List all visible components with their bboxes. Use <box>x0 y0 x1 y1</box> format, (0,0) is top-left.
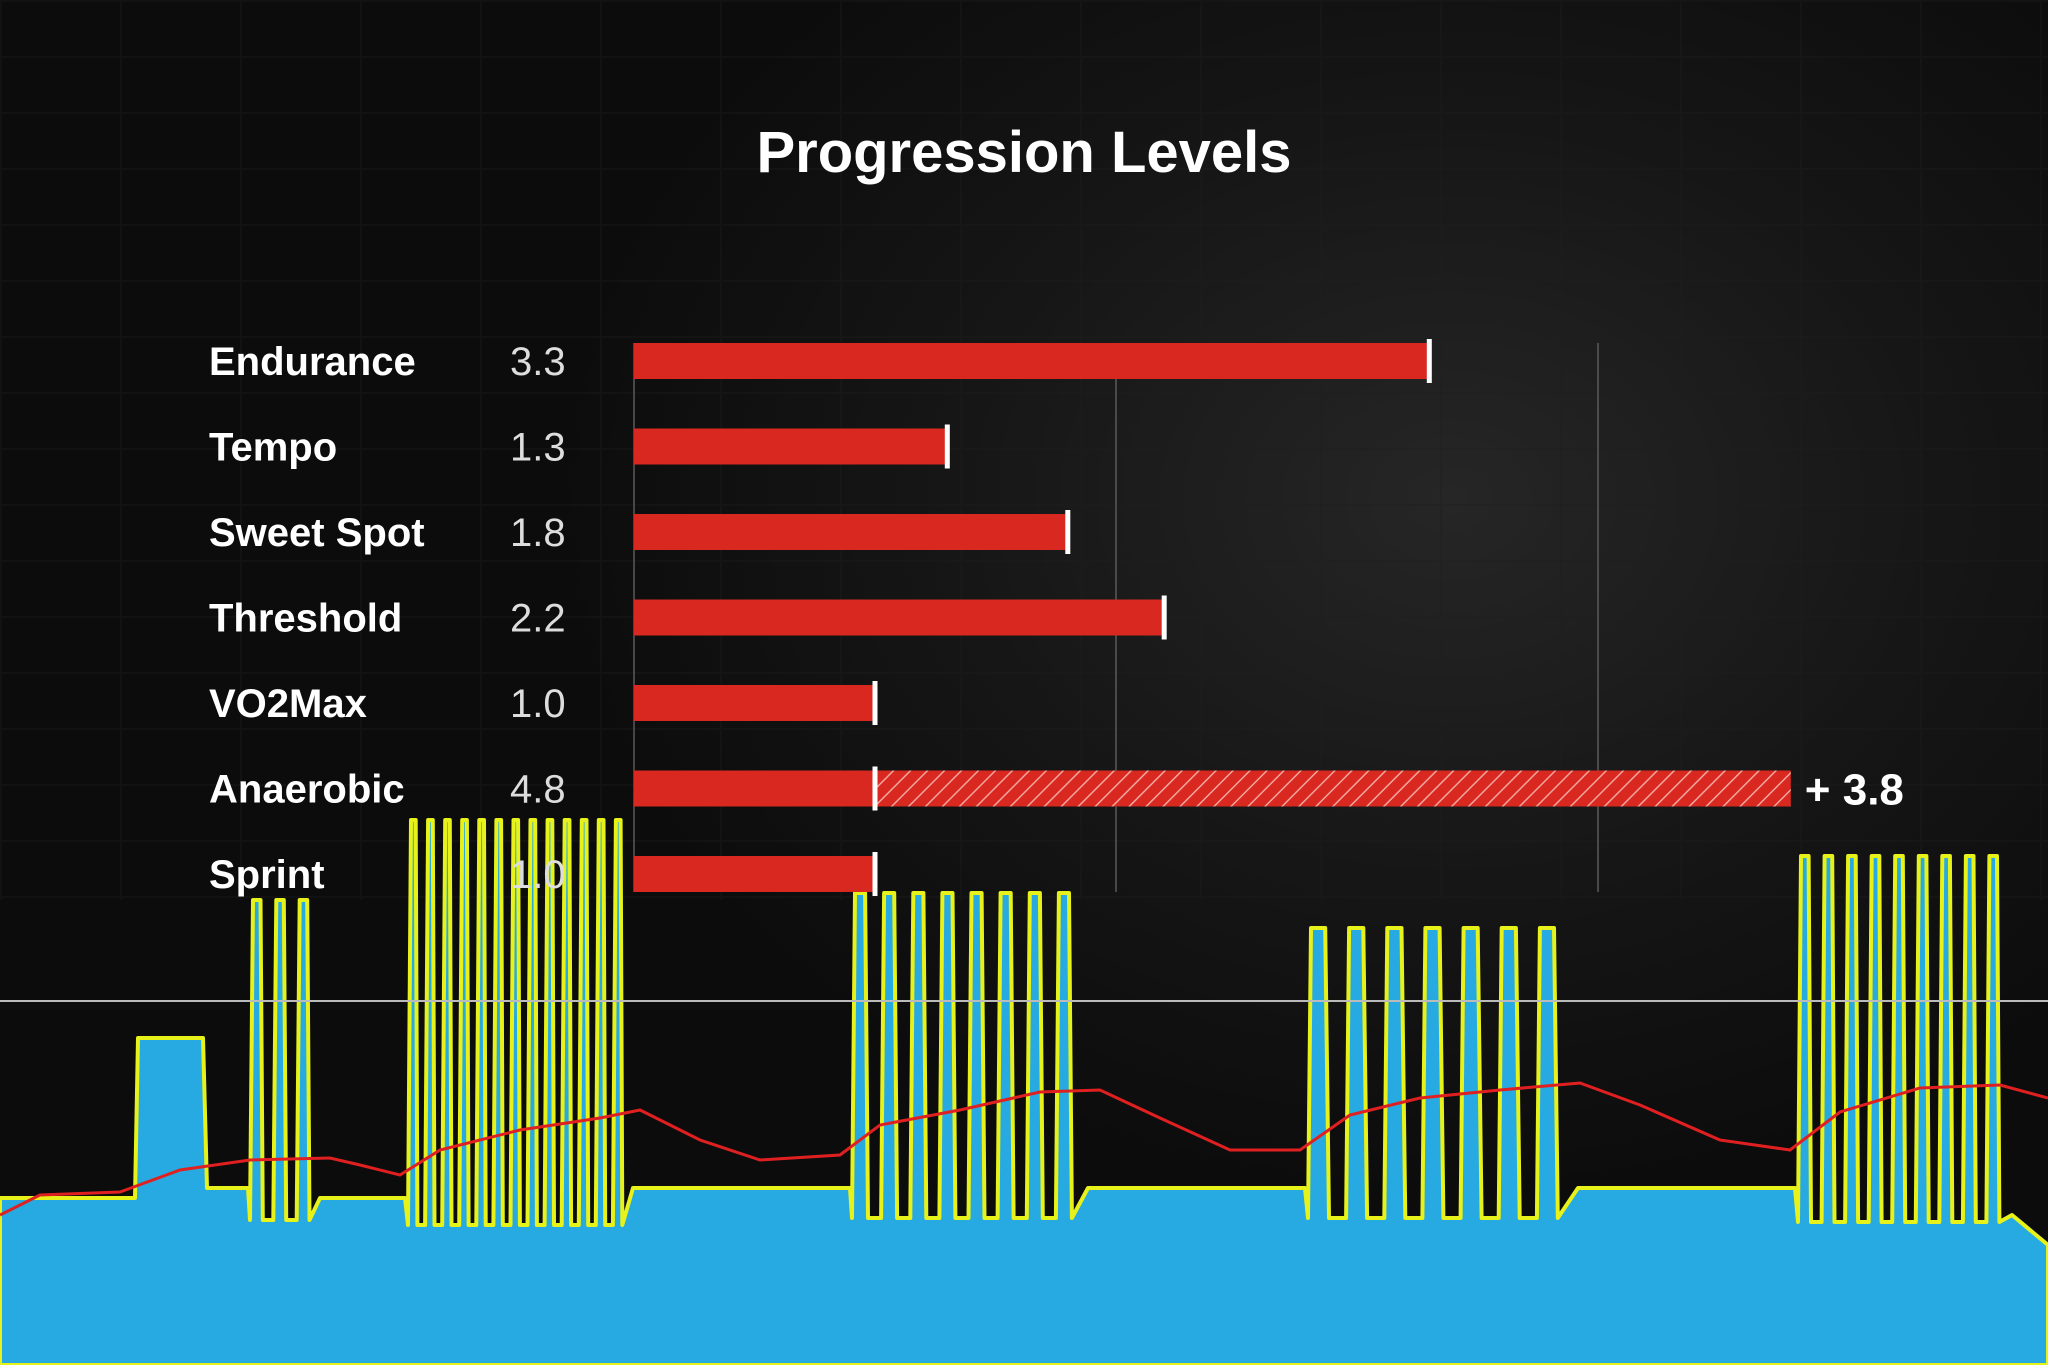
category-label: VO2Max <box>209 682 367 726</box>
category-label: Threshold <box>209 597 402 641</box>
bar-row-vo2max: VO2Max 1.0 <box>209 681 878 726</box>
bar <box>634 770 875 807</box>
bar-increase <box>875 770 1791 807</box>
bar <box>634 428 948 465</box>
chart-title: Progression Levels <box>756 120 1291 185</box>
bar-row-endurance: Endurance 3.3 <box>209 339 1432 384</box>
category-label: Sweet Spot <box>209 511 425 555</box>
value-label: 2.2 <box>510 597 566 641</box>
bar <box>634 599 1165 636</box>
bar <box>634 856 875 892</box>
bar <box>634 514 1068 550</box>
value-label: 3.3 <box>510 340 566 384</box>
value-label: 1.3 <box>510 426 566 470</box>
value-label: 1.0 <box>510 682 566 726</box>
value-marker <box>1161 595 1167 640</box>
value-marker <box>944 424 950 469</box>
value-label: 1.8 <box>510 511 566 555</box>
value-marker <box>1426 339 1432 383</box>
category-label: Tempo <box>209 426 337 470</box>
bar-row-sprint: Sprint 1.0 <box>209 852 878 897</box>
power-area <box>0 820 2048 1365</box>
value-marker <box>872 681 878 725</box>
category-label: Sprint <box>209 853 325 897</box>
category-label: Endurance <box>209 340 416 384</box>
value-marker <box>1065 510 1071 554</box>
heart-rate-line <box>0 1081 2048 1217</box>
brick-wall-texture <box>0 0 2048 900</box>
value-marker <box>872 766 878 811</box>
value-label: 1.0 <box>510 853 566 897</box>
bar-row-tempo: Tempo 1.3 <box>209 424 950 470</box>
bar <box>634 343 1430 379</box>
power-outline <box>0 818 2048 1365</box>
category-label: Anaerobic <box>209 768 405 812</box>
bar-row-threshold: Threshold 2.2 <box>209 595 1167 641</box>
bar-row-anaerobic: Anaerobic 4.8 + 3.8 <box>209 766 1904 815</box>
increase-label: + 3.8 <box>1805 766 1904 815</box>
value-marker <box>872 852 878 896</box>
bar-row-sweet-spot: Sweet Spot 1.8 <box>209 510 1071 555</box>
workout-profile-graph <box>0 818 2048 1365</box>
value-label: 4.8 <box>510 768 566 812</box>
bars-group: Endurance 3.3 Tempo 1.3 Sweet Spot 1.8 Thresho… <box>209 339 1904 897</box>
bar <box>634 685 875 721</box>
